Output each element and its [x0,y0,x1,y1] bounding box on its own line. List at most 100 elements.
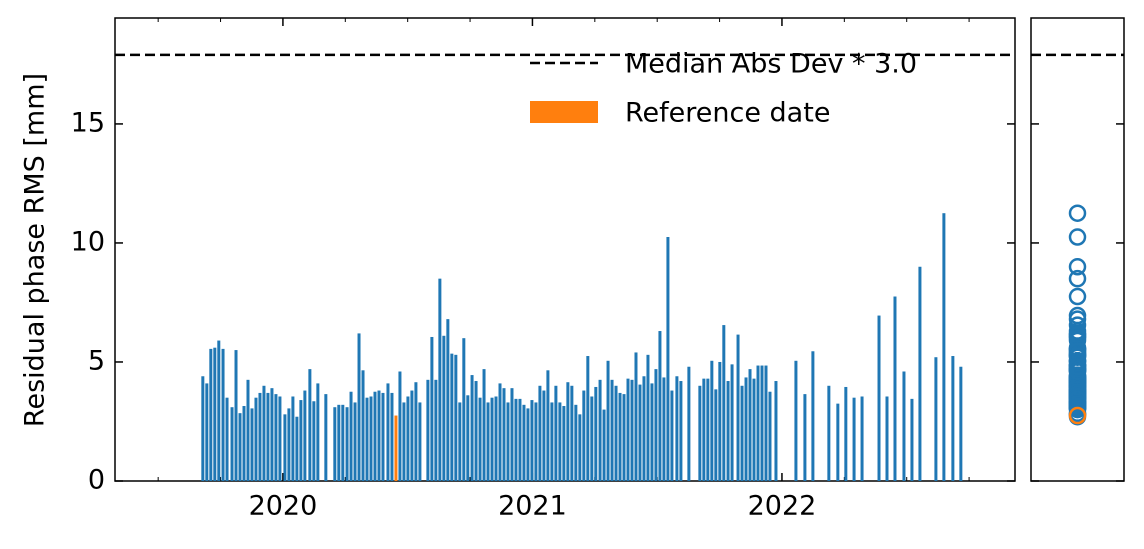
bar [752,378,756,481]
bar [514,398,518,481]
side-point [1068,316,1087,334]
bar [538,385,542,481]
y-tick-label: 5 [88,345,105,376]
bar [474,381,478,481]
bar [614,385,618,481]
side-point [1068,406,1087,425]
bar [760,365,764,481]
bar [365,397,369,481]
bar [852,397,856,481]
bar [225,397,229,481]
bar [349,391,353,481]
side-point [1068,357,1087,376]
bar [238,413,242,481]
bar [242,406,246,481]
side-axes-frame [1030,17,1125,482]
y-tick-label: 0 [88,465,105,496]
bar [646,354,650,481]
side-point [1068,269,1087,288]
x-tick-label: 2021 [498,491,567,522]
bar [303,390,307,481]
bar [410,390,414,481]
bar [341,404,345,481]
bar [844,386,848,481]
bar [406,396,410,481]
bar [462,338,466,481]
bar [312,401,316,481]
bar [377,390,381,481]
bar [386,383,390,481]
bar [744,377,748,481]
bar [764,365,768,481]
bar [270,388,274,481]
bar [586,356,590,481]
bar [345,407,349,481]
bar [902,371,906,481]
bar [250,408,254,481]
bar [827,385,831,481]
bar [213,347,217,481]
bar [546,370,550,481]
bar [718,361,722,481]
bar [299,400,303,481]
side-point [1068,325,1087,344]
bar [234,350,238,481]
bar [209,348,213,481]
bar [736,334,740,481]
bar [658,331,662,481]
bar [450,353,454,481]
bar [470,375,474,481]
bar [414,382,418,481]
bar [662,377,666,481]
bar [526,408,530,481]
bar [430,336,434,481]
bar [877,315,881,481]
bar [217,340,221,481]
bar [398,371,402,481]
bar [510,388,514,481]
bar [602,409,606,481]
bar [324,394,328,481]
bar [774,381,778,481]
bar [295,416,299,481]
bar [482,369,486,481]
bar [570,385,574,481]
bar [582,390,586,481]
bar [910,398,914,481]
bar [622,394,626,481]
bar [650,383,654,481]
bar [918,266,922,481]
bar [654,369,658,481]
bar [726,381,730,481]
bar [534,402,538,481]
bar [634,352,638,481]
bar [201,376,205,481]
bar [394,415,398,481]
bar [308,369,312,481]
bar [390,392,394,481]
bar [205,383,209,481]
bar [942,213,946,481]
bar [610,379,614,481]
bar [756,365,760,481]
legend-label: Reference date [625,98,830,129]
bar [934,357,938,481]
bar [230,407,234,481]
bar [554,385,558,481]
bar [885,396,889,481]
bar [274,394,278,481]
bar [558,402,562,481]
bar [316,383,320,481]
bar [860,396,864,481]
bar [574,404,578,481]
bar [283,414,287,481]
bar [590,396,594,481]
y-tick-label: 15 [71,107,105,138]
bar [258,392,262,481]
bar [418,402,422,481]
bar [402,402,406,481]
bar [714,389,718,481]
side-point [1068,258,1087,276]
bar [530,400,534,481]
